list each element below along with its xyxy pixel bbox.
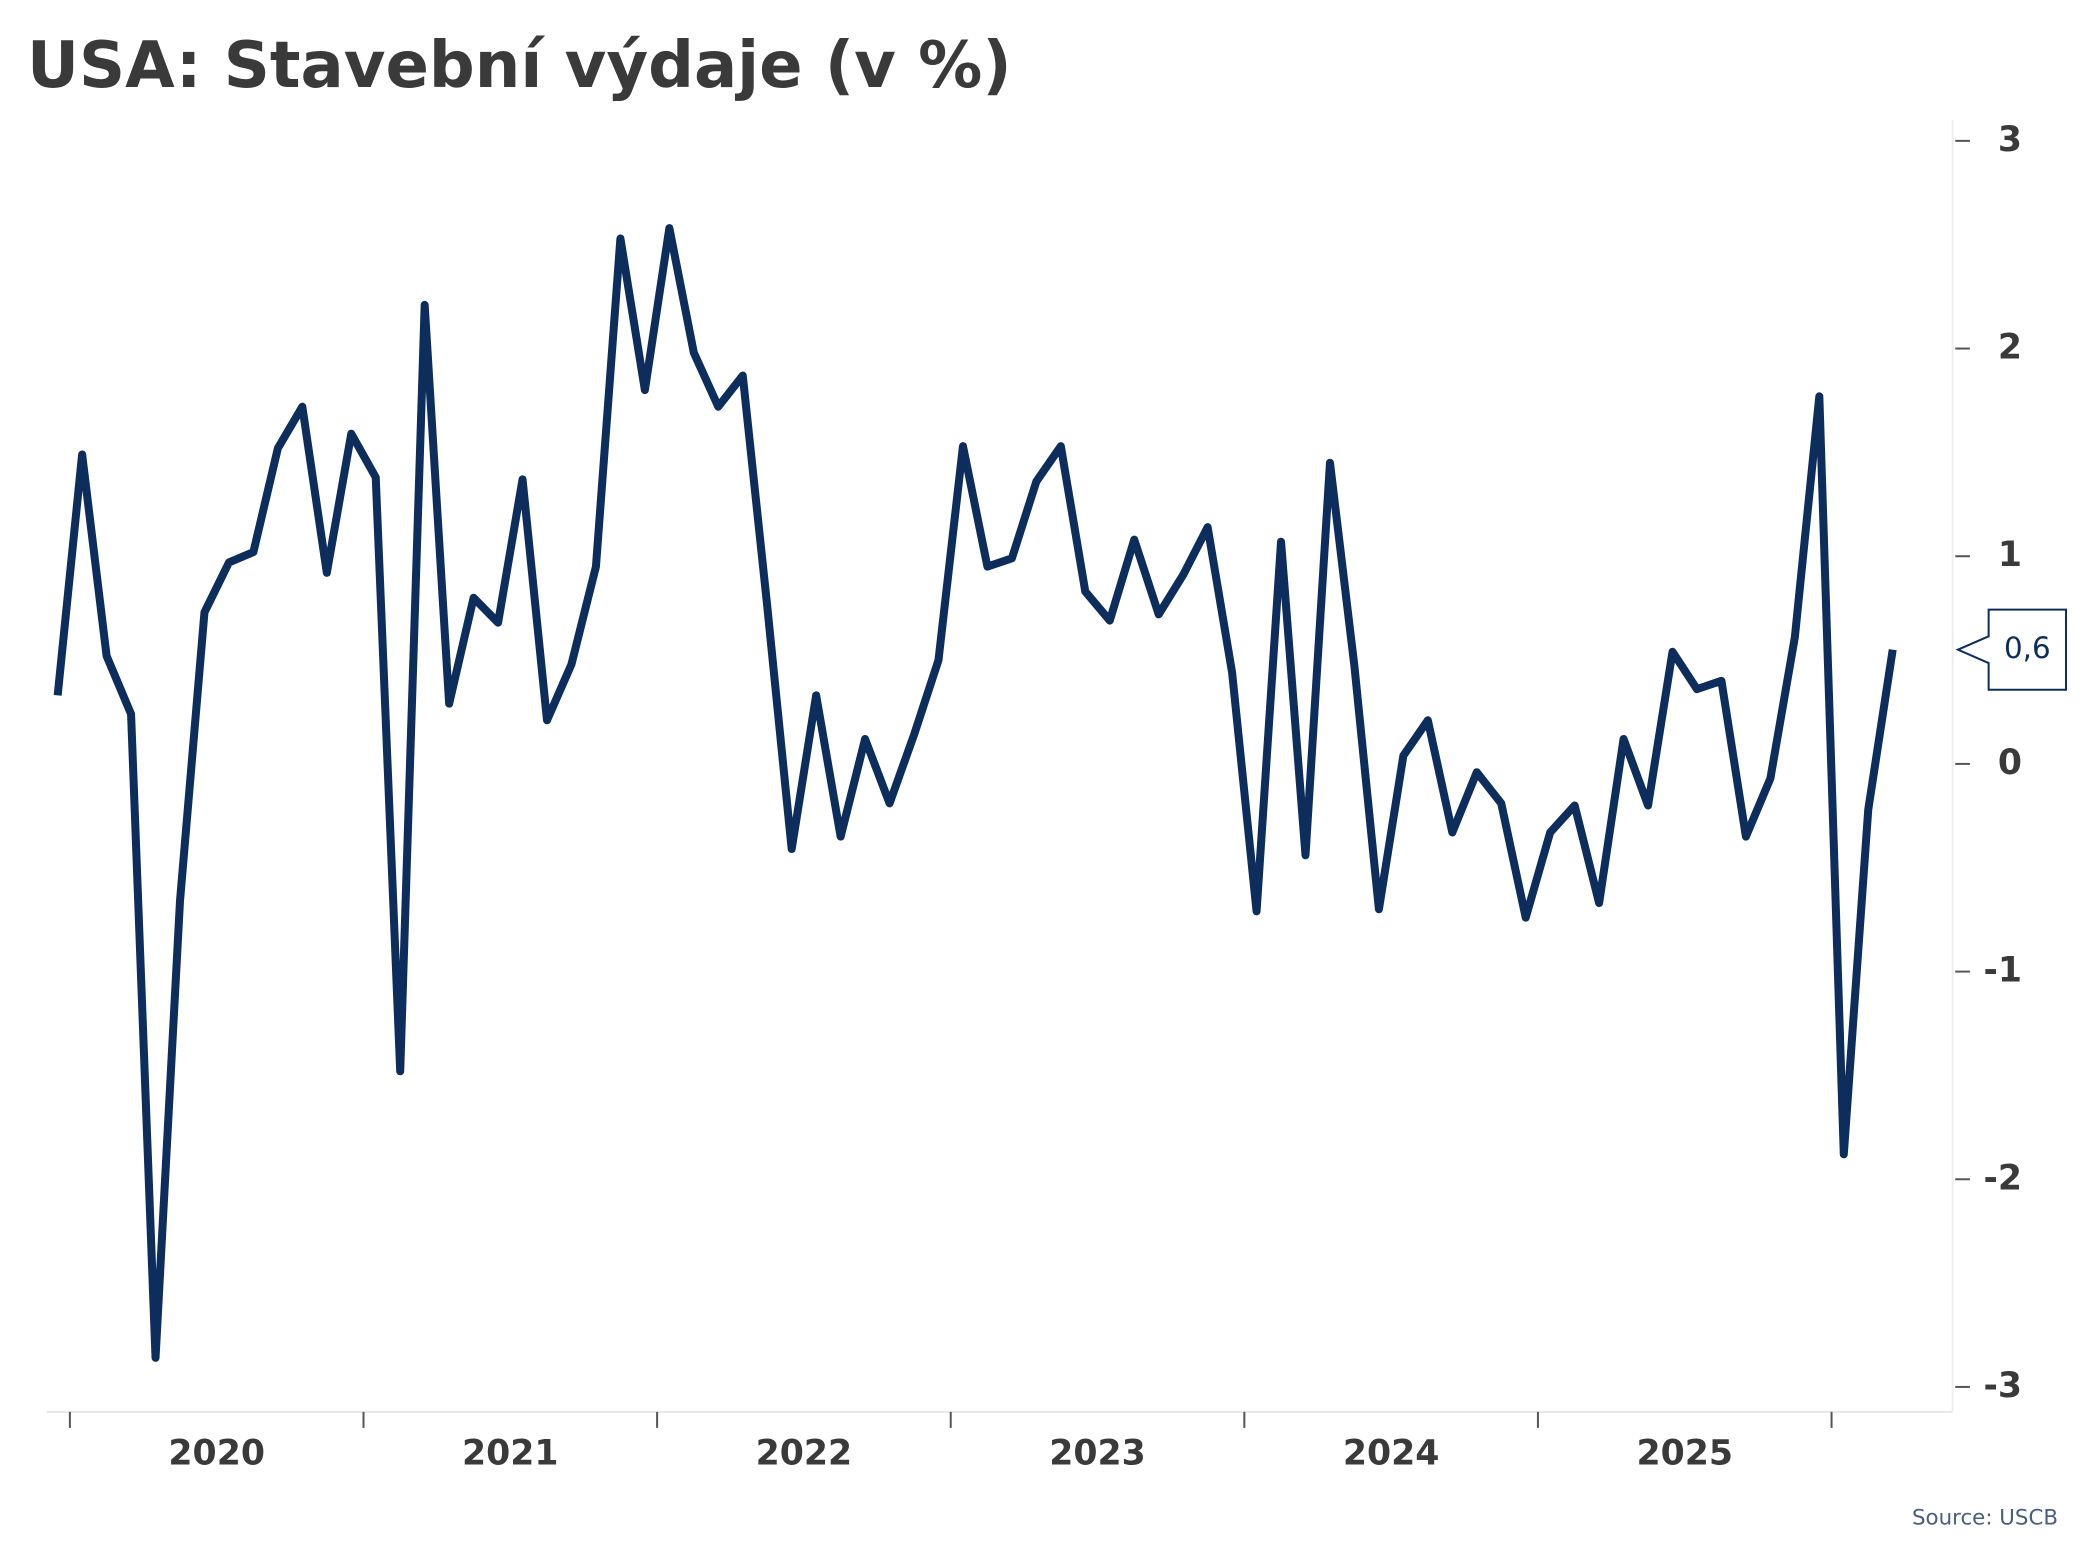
x-tick-label: 2021 xyxy=(462,1434,559,1474)
value-label: 0,6 xyxy=(2004,631,2051,665)
y-tick-label: -1 xyxy=(1983,951,2022,991)
x-tick-label: 2023 xyxy=(1049,1434,1146,1474)
source: Source: USCB xyxy=(1912,1506,2058,1531)
chart-title: USA: Stavební výdaje (v %) xyxy=(27,29,1012,103)
x-tick-label: 2024 xyxy=(1343,1434,1440,1474)
callout xyxy=(1955,608,2068,691)
y-tick-label: 2 xyxy=(1998,328,2022,368)
x-tick-label: 2022 xyxy=(756,1434,853,1474)
y-tick-label: -2 xyxy=(1983,1158,2022,1198)
x-tick-label: 2020 xyxy=(168,1434,265,1474)
y-tick-label: -3 xyxy=(1983,1366,2022,1406)
line xyxy=(53,224,1897,1362)
x-tick-label: 2025 xyxy=(1636,1434,1733,1474)
y-tick-label: 0 xyxy=(1998,743,2022,783)
y-tick-label: 3 xyxy=(1998,120,2022,160)
y-tick-label: 1 xyxy=(1998,535,2022,575)
